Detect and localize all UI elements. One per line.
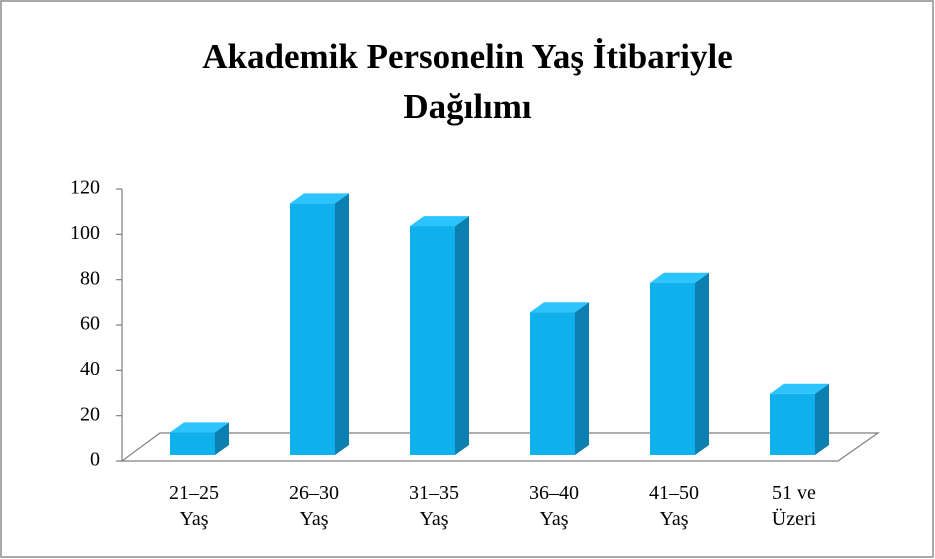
bar	[530, 302, 589, 455]
chart-title: Akademik Personelin Yaş İtibariyle Dağıl…	[202, 37, 733, 126]
bar-top	[530, 302, 589, 313]
bar-front	[650, 282, 695, 455]
bar-top	[650, 272, 709, 283]
bar-side	[695, 272, 709, 455]
x-tick-label: 21–25 Yaş	[169, 482, 219, 530]
bar-top	[770, 383, 829, 394]
bar	[290, 193, 349, 455]
x-tick-label: 41–50 Yaş	[649, 482, 699, 530]
x-tick-label: 26–30 Yaş	[289, 482, 339, 530]
bar-side	[815, 383, 829, 455]
y-tick-label: 80	[80, 267, 100, 289]
bar-top	[410, 216, 469, 227]
x-tick-label: 31–35 Yaş	[409, 482, 459, 530]
bar-front	[290, 203, 335, 455]
bar	[650, 272, 709, 455]
bar-front	[770, 393, 815, 455]
y-tick-label: 60	[80, 313, 100, 335]
bar-side	[215, 422, 229, 455]
x-tick-label: 36–40 Yaş	[529, 482, 579, 530]
bar	[410, 216, 469, 455]
y-tick-label: 100	[70, 222, 100, 244]
y-tick-label: 20	[80, 403, 100, 425]
y-tick-label: 0	[90, 449, 100, 471]
bar-front	[530, 312, 575, 455]
y-tick-label: 40	[80, 358, 100, 380]
bar-top	[290, 193, 349, 204]
bar	[770, 383, 829, 455]
bar	[170, 422, 229, 455]
bar-front	[170, 432, 215, 455]
bar-front	[410, 226, 455, 455]
bar-side	[455, 216, 469, 455]
bar-side	[335, 193, 349, 455]
x-tick-label: 51 ve Üzeri	[771, 482, 817, 530]
bar-top	[170, 422, 229, 433]
bar-side	[575, 302, 589, 455]
floor	[120, 432, 880, 462]
y-tick-label: 120	[70, 177, 100, 199]
